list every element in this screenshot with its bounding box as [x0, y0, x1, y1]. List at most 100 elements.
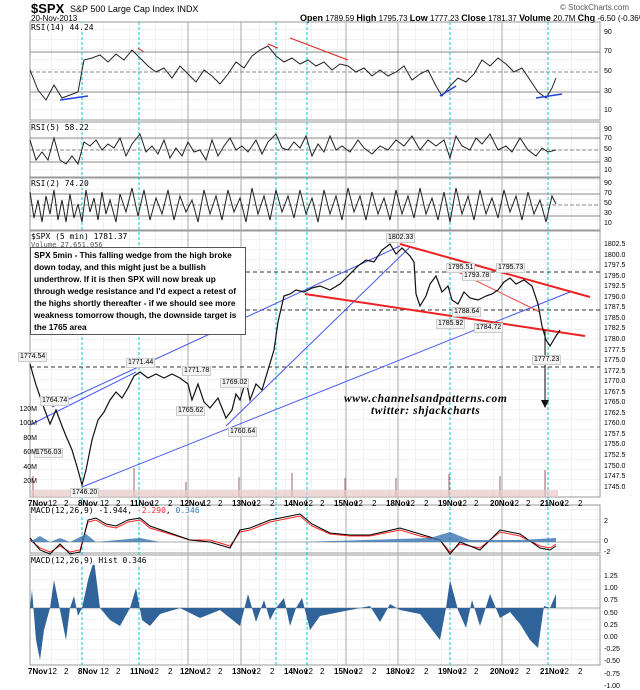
x-tick: 15Nov	[334, 667, 359, 676]
x-tick: 12	[560, 667, 569, 676]
y-tick: 1785.0	[604, 314, 626, 322]
y-tick: 90	[604, 126, 612, 133]
x-tick: 2	[578, 499, 583, 508]
price-label-point: 1771.78	[182, 366, 212, 376]
x-tick: 2	[372, 667, 377, 676]
price-label-point: 1765.62	[176, 406, 206, 416]
macd-hist-label: MACD(12,26,9) Hist 0.346	[31, 556, 147, 565]
y-tick: 1782.5	[604, 325, 626, 333]
price-label-point: 1756.03	[34, 448, 64, 458]
volume-tick: 120M	[19, 406, 37, 413]
x-tick: 12	[252, 499, 261, 508]
y-tick: 1.25	[604, 573, 618, 580]
rsi2-label: RSI(2) 74.20	[31, 179, 89, 188]
y-tick: -0.50	[604, 658, 620, 666]
x-tick: 13Nov	[232, 499, 257, 508]
x-tick: 2	[116, 667, 121, 676]
x-tick: 12	[354, 667, 363, 676]
volume-tick: 100M	[19, 420, 37, 427]
x-tick: 12	[48, 499, 57, 508]
copyright: © StockCharts.com	[560, 3, 630, 12]
x-tick: 2	[116, 499, 121, 508]
x-tick: 14Nov	[284, 499, 309, 508]
y-tick: 50	[604, 68, 612, 75]
x-tick: 12	[304, 667, 313, 676]
y-tick: 1790.0	[604, 293, 626, 301]
x-tick: 12	[150, 499, 159, 508]
price-label-point: 1784.72	[474, 323, 504, 333]
x-tick: 2	[372, 499, 377, 508]
y-tick: 1765.0	[604, 399, 626, 407]
y-tick: 1800.0	[604, 251, 626, 259]
price-label: $SPX (5 min) 1781.37	[31, 232, 128, 241]
x-tick: 20Nov	[490, 667, 515, 676]
chart-date: 20-Nov-2013	[31, 14, 78, 23]
x-tick: 12	[100, 499, 109, 508]
x-tick: 2	[320, 667, 325, 676]
y-tick: 30	[604, 88, 612, 95]
index-name: S&P 500 Large Cap Index INDX	[70, 4, 199, 14]
y-tick: 10	[604, 167, 612, 174]
y-tick: 0.25	[604, 621, 618, 629]
x-tick: 2	[424, 499, 429, 508]
price-label-point: 1795.73	[496, 263, 526, 273]
price-label-point: 1769.02	[220, 378, 250, 388]
rsi14-panel	[29, 21, 601, 121]
x-tick: 12	[100, 667, 109, 676]
x-tick: 12Nov	[180, 499, 205, 508]
macd-label: MACD(12,26,9) -1.944, -2.290, 0.346	[31, 506, 200, 515]
x-tick: 2	[218, 499, 223, 508]
y-tick: 1747.5	[604, 473, 626, 481]
x-tick: 12	[406, 499, 415, 508]
volume-tick: 40M	[23, 464, 37, 471]
x-tick: 18Nov	[386, 667, 411, 676]
y-tick: 10	[604, 107, 612, 114]
x-tick: 2	[526, 499, 531, 508]
volume-tick: 60M	[23, 449, 37, 456]
x-tick: 2	[526, 667, 531, 676]
analysis-note: SPX 5min - This falling wedge from the h…	[30, 247, 246, 335]
x-tick: 12	[202, 499, 211, 508]
x-tick: 12	[354, 499, 363, 508]
y-tick: 90	[604, 180, 612, 187]
x-tick: 2	[424, 667, 429, 676]
x-tick: 12	[150, 667, 159, 676]
y-tick: 1.00	[604, 585, 618, 593]
price-label-point: 1788.64	[452, 307, 482, 317]
x-tick: 18Nov	[386, 499, 411, 508]
y-tick: 1797.5	[604, 262, 626, 270]
x-tick: 12	[406, 667, 415, 676]
y-tick: 70	[604, 190, 612, 197]
x-tick: 2	[218, 667, 223, 676]
y-tick: -2	[604, 549, 611, 556]
y-tick: 30	[604, 157, 612, 164]
y-tick: 0	[604, 538, 608, 545]
x-tick: 2	[270, 667, 275, 676]
x-tick: 2	[64, 667, 69, 676]
x-tick: 21Nov	[540, 667, 565, 676]
y-tick: 1787.5	[604, 304, 626, 312]
y-tick: 1757.5	[604, 430, 626, 438]
price-label-point: 1793.78	[462, 271, 492, 281]
x-tick: 19Nov	[438, 667, 463, 676]
price-label-point: 1774.54	[18, 352, 48, 362]
x-tick: 7Nov	[28, 499, 48, 508]
y-tick: 1752.5	[604, 452, 626, 459]
price-label-point: 1785.92	[436, 319, 466, 329]
x-tick: 12	[458, 499, 467, 508]
y-tick: -0.75	[604, 670, 620, 678]
y-tick: 1760.0	[604, 420, 626, 428]
x-tick: 11Nov	[130, 499, 154, 508]
y-tick: -1.00	[604, 682, 620, 690]
x-tick: 11Nov	[130, 667, 154, 676]
y-tick: 50	[604, 146, 612, 153]
volume-tick: 80M	[23, 435, 37, 442]
x-tick: 2	[64, 499, 69, 508]
x-tick: 12	[458, 667, 467, 676]
price-label-point: 1777.23	[532, 355, 562, 365]
x-tick: 15Nov	[334, 499, 359, 508]
y-tick: 1780.0	[604, 335, 626, 343]
price-label-point: 1760.64	[228, 427, 258, 437]
x-tick: 20Nov	[490, 499, 515, 508]
